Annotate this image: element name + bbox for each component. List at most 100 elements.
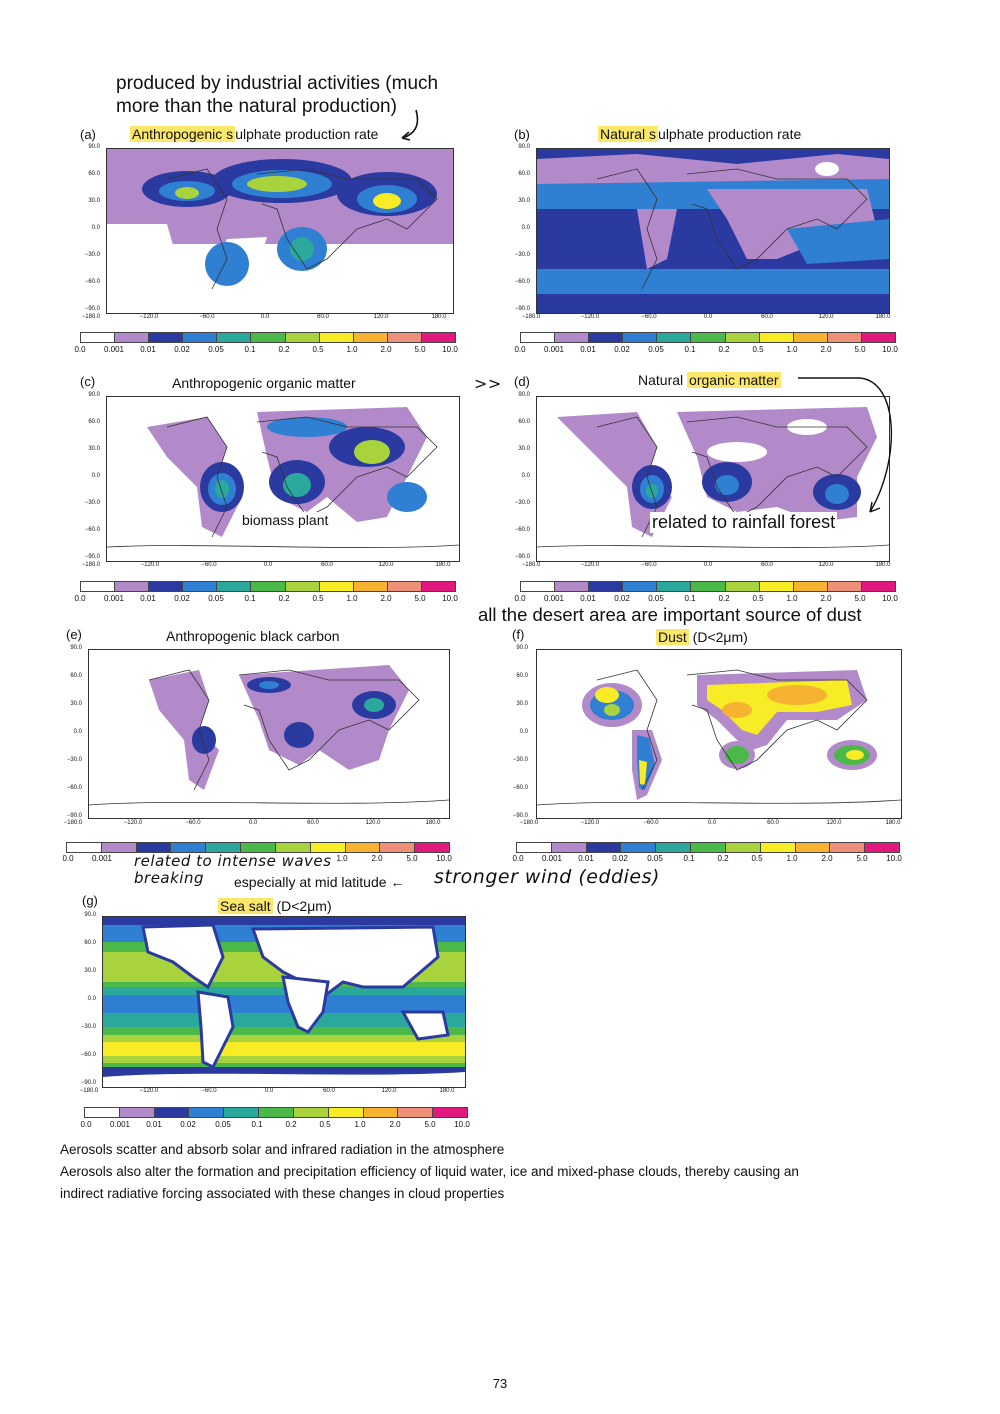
y-tick: −30.0	[514, 500, 530, 506]
panel-g-letter: (g)	[82, 893, 98, 908]
colorbar	[520, 332, 896, 343]
colorbar	[520, 581, 896, 592]
panel-b-title: Natural s ulphate production rate	[598, 126, 802, 142]
x-tick: −180.0	[519, 820, 539, 826]
x-tick: 0.0	[703, 314, 713, 320]
x-tick: −180.0	[521, 562, 541, 568]
colorbar	[66, 842, 450, 853]
y-tick: −30.0	[80, 1024, 96, 1030]
y-tick: 0.0	[73, 729, 82, 735]
x-tick: 180.0	[875, 314, 891, 320]
panel-c-title: Anthropogenic organic matter	[172, 375, 356, 391]
body-paragraph: Aerosols scatter and absorb solar and in…	[60, 1142, 799, 1201]
x-tick: −180.0	[79, 1088, 99, 1094]
y-tick: −30.0	[84, 252, 100, 258]
annotation-biomass: biomass plant	[240, 512, 331, 528]
y-tick: 90.0	[88, 392, 100, 398]
y-tick: 30.0	[88, 446, 100, 452]
x-tick: 180.0	[431, 314, 447, 320]
x-tick: −120.0	[580, 314, 600, 320]
annotation-wind: stronger wind (eddies)	[434, 866, 660, 888]
y-tick: 30.0	[84, 968, 96, 974]
x-tick: 0.0	[703, 562, 713, 568]
x-tick: 120.0	[378, 562, 394, 568]
y-tick: −60.0	[66, 785, 82, 791]
annotation-industrial: produced by industrial activities (much …	[116, 73, 439, 117]
x-tick: 0.0	[263, 562, 273, 568]
y-tick: 60.0	[84, 940, 96, 946]
x-tick: 120.0	[365, 820, 381, 826]
x-tick: −60.0	[185, 820, 201, 826]
x-tick: 60.0	[317, 314, 329, 320]
x-tick: 0.0	[264, 1088, 274, 1094]
y-tick: 0.0	[519, 729, 528, 735]
y-tick: −60.0	[514, 527, 530, 533]
y-tick: −90.0	[84, 554, 100, 560]
panel-d-map	[536, 396, 890, 562]
y-tick: −90.0	[66, 813, 82, 819]
panel-d-letter: (d)	[514, 374, 530, 389]
x-tick: −120.0	[580, 820, 600, 826]
y-tick: 30.0	[70, 701, 82, 707]
y-tick: 90.0	[88, 144, 100, 150]
y-tick: 60.0	[518, 419, 530, 425]
panel-d-title: Natural organic matter	[638, 372, 781, 388]
y-tick: −90.0	[514, 306, 530, 312]
panel-a-map	[106, 148, 454, 314]
y-tick: 30.0	[516, 701, 528, 707]
panel-e-title: Anthropogenic black carbon	[166, 628, 340, 644]
colorbar	[80, 581, 456, 592]
panel-f-letter: (f)	[512, 627, 525, 642]
panel-b-letter: (b)	[514, 127, 530, 142]
y-tick: −90.0	[84, 306, 100, 312]
x-tick: 60.0	[321, 562, 333, 568]
y-tick: 0.0	[521, 225, 530, 231]
y-tick: 90.0	[518, 144, 530, 150]
y-tick: 90.0	[70, 645, 82, 651]
y-tick: 60.0	[88, 419, 100, 425]
panel-f-map	[536, 649, 902, 819]
x-tick: −120.0	[139, 1088, 159, 1094]
x-tick: 0.0	[707, 820, 717, 826]
y-tick: −30.0	[514, 252, 530, 258]
panel-c-map	[106, 396, 460, 562]
y-tick: 90.0	[516, 645, 528, 651]
y-tick: 60.0	[88, 171, 100, 177]
y-tick: −30.0	[512, 757, 528, 763]
y-tick: −60.0	[512, 785, 528, 791]
curved-arrow-icon	[401, 109, 419, 141]
panel-g-map	[102, 916, 466, 1088]
x-tick: −180.0	[521, 314, 541, 320]
curved-arrow-icon	[798, 377, 892, 513]
x-tick: 120.0	[818, 314, 834, 320]
x-tick: 120.0	[818, 562, 834, 568]
x-tick: 180.0	[885, 820, 901, 826]
x-tick: −60.0	[641, 562, 657, 568]
x-tick: 60.0	[323, 1088, 335, 1094]
colorbar	[516, 842, 900, 853]
y-tick: 0.0	[91, 225, 100, 231]
y-tick: 60.0	[518, 171, 530, 177]
panel-c-letter: (c)	[80, 374, 96, 389]
x-tick: −60.0	[201, 1088, 217, 1094]
x-tick: 120.0	[381, 1088, 397, 1094]
x-tick: 180.0	[435, 562, 451, 568]
annotation-midlat: especially at mid latitude ←	[234, 874, 405, 890]
x-tick: 180.0	[875, 562, 891, 568]
y-tick: −90.0	[80, 1080, 96, 1086]
y-tick: −90.0	[512, 813, 528, 819]
y-tick: −90.0	[514, 554, 530, 560]
annotation-desert: all the desert area are important source…	[478, 604, 862, 625]
y-tick: −60.0	[514, 279, 530, 285]
x-tick: −180.0	[81, 314, 101, 320]
page-number: 73	[492, 1376, 508, 1391]
y-tick: −60.0	[84, 279, 100, 285]
panel-f-title: Dust (D<2μm)	[656, 629, 748, 645]
x-tick: −120.0	[139, 314, 159, 320]
x-tick: 180.0	[425, 820, 441, 826]
panel-b-map	[536, 148, 890, 314]
x-tick: −180.0	[63, 820, 83, 826]
colorbar	[84, 1107, 468, 1118]
x-tick: −60.0	[201, 562, 217, 568]
y-tick: 0.0	[521, 473, 530, 479]
